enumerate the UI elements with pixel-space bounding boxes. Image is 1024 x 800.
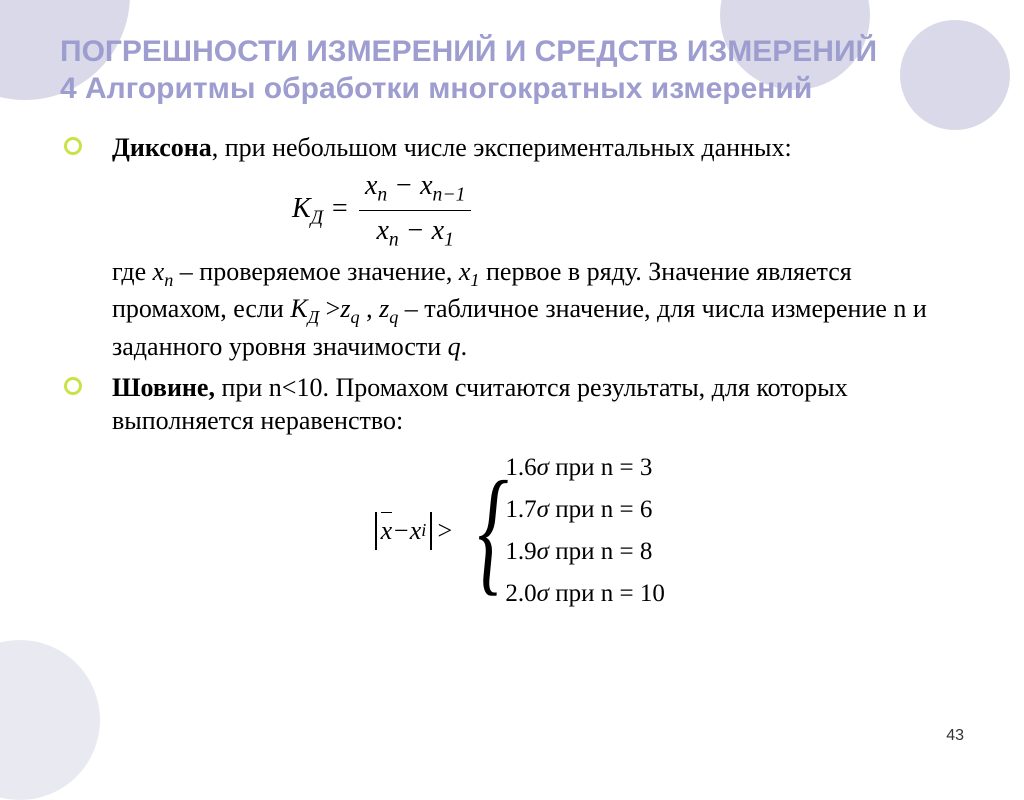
p1-t7: . — [461, 332, 468, 361]
p1-t4: > — [319, 294, 340, 323]
p1-x1: x — [459, 257, 471, 286]
p1-zq2: z — [379, 294, 389, 323]
kd-k: К — [292, 193, 311, 224]
p1-t5: , — [360, 294, 380, 323]
p1-kd-sub: Д — [308, 307, 320, 327]
bullet-icon — [64, 137, 82, 155]
p1-t1: где — [112, 257, 153, 286]
num-xa-sub: n — [377, 185, 387, 206]
case-line: 1.7σ при n = 6 — [505, 494, 664, 526]
dixon-rest: , при небольшом числе экспериментальных … — [212, 133, 792, 162]
chauvenet-rest: при n<10. Промахом считаются результаты,… — [112, 373, 848, 435]
den-xb: x — [432, 215, 444, 246]
formula-dixon: КД = xn − xn−1 xn − x1 — [292, 168, 964, 252]
f2-gt: > — [436, 514, 454, 547]
eq-sign: = — [330, 193, 349, 224]
case-line: 2.0σ при n = 10 — [505, 578, 664, 610]
page-number: 43 — [946, 727, 964, 745]
num-xb-sub: n−1 — [433, 185, 466, 206]
p1-t2: – проверяемое значение, — [173, 257, 459, 286]
bullet-item-chauvenet: Шовине, при n<10. Промахом считаются рез… — [112, 371, 964, 438]
f2-minus: − — [392, 514, 410, 547]
formula-chauvenet: x − xi > { 1.6σ при n = 31.7σ при n = 61… — [72, 452, 964, 610]
abs-expression: x − xi — [371, 512, 436, 550]
slide-title: ПОГРЕШНОСТИ ИЗМЕРЕНИЙ И СРЕДСТВ ИЗМЕРЕНИ… — [60, 34, 964, 107]
p1-kd: К — [290, 294, 307, 323]
bullet-item-dixon: Диксона, при небольшом числе эксперимент… — [112, 131, 964, 164]
kd-sub: Д — [311, 207, 323, 228]
p1-zq2-sub: q — [389, 307, 398, 327]
den-xa-sub: n — [389, 230, 399, 251]
dixon-explain: где xn – проверяемое значение, x1 первое… — [112, 255, 964, 363]
den-xa: x — [376, 215, 388, 246]
f2-xi-sub: i — [421, 519, 426, 542]
den-xb-sub: 1 — [444, 230, 454, 251]
cases-block: { 1.6σ при n = 3 1.7σ при n = 6 1.9σ при n… — [465, 452, 664, 610]
p1-xn: x — [153, 257, 165, 286]
case-line: 1.9σ при n = 8 — [505, 536, 664, 568]
case-line: 1.6σ при n = 3 — [505, 452, 664, 484]
fraction: xn − xn−1 xn − x1 — [359, 168, 471, 252]
left-brace-icon: { — [478, 471, 509, 590]
num-xb: x — [420, 170, 432, 201]
p1-zq-sub: q — [350, 307, 359, 327]
p1-q: q — [448, 332, 461, 361]
cases-list: 1.6σ при n = 3 1.7σ при n = 6 1.9σ при n =… — [505, 452, 664, 610]
p1-zq: z — [340, 294, 350, 323]
f2-xi: x — [410, 514, 422, 547]
num-xa: x — [365, 170, 377, 201]
bullet-icon — [64, 377, 82, 395]
chauvenet-lead: Шовине, — [112, 373, 215, 402]
dixon-lead: Диксона — [112, 133, 212, 162]
den-minus: − — [399, 215, 432, 246]
p1-xn-sub: n — [164, 270, 173, 290]
bg-circle-bottom-left — [0, 640, 100, 800]
num-minus: − — [387, 170, 420, 201]
xbar: x — [381, 514, 393, 547]
body-content: Диксона, при небольшом числе эксперимент… — [60, 131, 964, 609]
slide-content: ПОГРЕШНОСТИ ИЗМЕРЕНИЙ И СРЕДСТВ ИЗМЕРЕНИ… — [0, 0, 1024, 610]
